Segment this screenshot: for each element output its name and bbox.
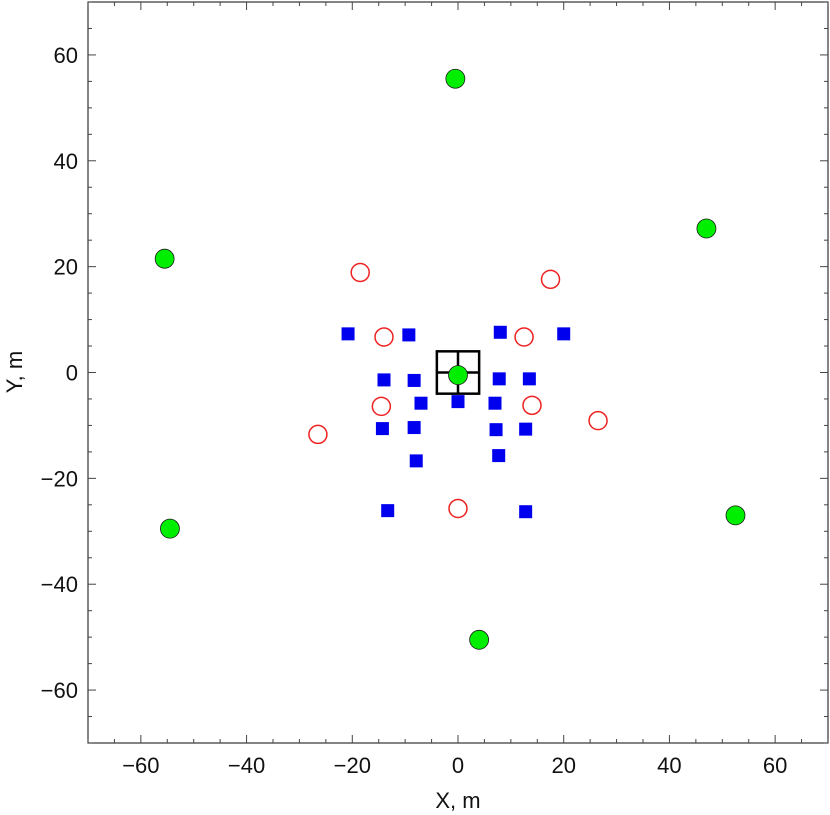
red-open-circle-point: [588, 410, 608, 431]
y-tick-label: −60: [41, 678, 78, 703]
blue-square-point: [519, 422, 533, 436]
red-open-circle-point: [374, 327, 394, 347]
blue-square-point: [407, 421, 421, 435]
blue-square-point: [375, 422, 389, 436]
y-tick-label: 60: [54, 43, 78, 68]
green-point: [160, 518, 180, 539]
x-tick-label: 20: [551, 753, 575, 778]
blue-square-point: [341, 327, 355, 341]
x-tick-label: −20: [334, 753, 371, 778]
blue-square-point: [492, 449, 506, 463]
green-point: [696, 218, 717, 239]
red-open-circle-point: [308, 424, 328, 445]
red-open-circle-point: [540, 269, 561, 290]
blue-square-point: [493, 325, 507, 339]
red-open-circle-point: [350, 262, 370, 283]
x-axis-title: X, m: [435, 788, 480, 813]
y-tick-labels: −60 −40 −20 0 20 40 60: [41, 43, 78, 703]
y-tick-label: 40: [54, 149, 78, 174]
blue-square-point: [414, 396, 428, 410]
x-tick-label: 40: [657, 753, 681, 778]
green-point: [445, 68, 466, 89]
x-tick-label: −40: [228, 753, 265, 778]
axis-ticks: [87, 1, 829, 744]
red-open-circle-point: [371, 396, 392, 417]
red-open-circle-point: [448, 498, 468, 519]
x-tick-labels: −60 −40 −20 0 20 40 60: [122, 753, 787, 778]
y-tick-label: −40: [41, 572, 78, 597]
blue-square-point: [402, 328, 416, 342]
blue-square-point: [488, 396, 502, 410]
blue-square-point: [492, 372, 506, 386]
blue-square-point: [522, 372, 536, 386]
green-point: [469, 629, 490, 650]
blue-square-point: [519, 505, 533, 519]
green-point: [725, 505, 746, 526]
blue-square-point: [489, 423, 503, 437]
y-tick-label: 20: [54, 255, 78, 280]
blue-square-point: [409, 454, 423, 468]
y-axis-title: Y, m: [2, 351, 27, 393]
red-open-circle-point: [522, 395, 542, 416]
blue-square-point: [407, 373, 421, 387]
green-point: [448, 365, 468, 386]
red-open-circle-point: [514, 327, 534, 347]
x-tick-label: 60: [763, 753, 787, 778]
data-points: [154, 68, 746, 650]
blue-square-point: [451, 395, 465, 409]
blue-square-point: [557, 327, 571, 341]
green-point: [154, 248, 175, 269]
blue-square-point: [377, 373, 391, 387]
y-tick-label: −20: [41, 466, 78, 491]
blue-square-point: [381, 504, 395, 518]
y-tick-label: 0: [66, 361, 78, 386]
x-tick-label: −60: [122, 753, 159, 778]
x-tick-label: 0: [452, 753, 464, 778]
